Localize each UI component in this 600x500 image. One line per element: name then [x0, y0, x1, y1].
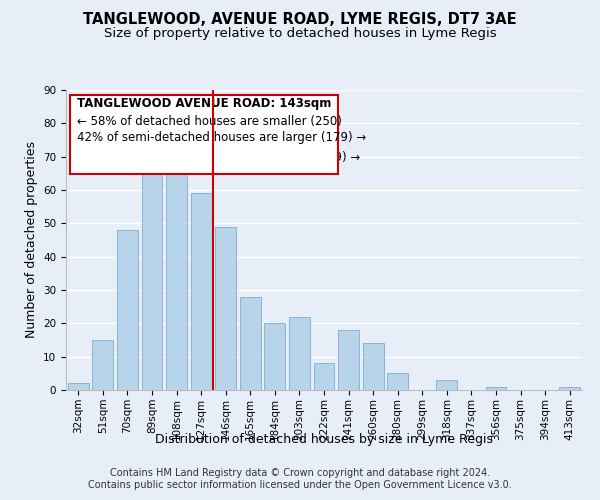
- Bar: [265, 324, 286, 390]
- Bar: [362, 344, 383, 390]
- Text: TANGLEWOOD AVENUE ROAD: 143sqm: TANGLEWOOD AVENUE ROAD: 143sqm: [77, 98, 332, 110]
- Text: TANGLEWOOD, AVENUE ROAD, LYME REGIS, DT7 3AE: TANGLEWOOD, AVENUE ROAD, LYME REGIS, DT7…: [83, 12, 517, 28]
- Bar: [68, 384, 89, 390]
- Bar: [240, 296, 261, 390]
- Text: Contains HM Land Registry data © Crown copyright and database right 2024.: Contains HM Land Registry data © Crown c…: [110, 468, 490, 477]
- Y-axis label: Number of detached properties: Number of detached properties: [25, 142, 38, 338]
- Bar: [485, 386, 506, 390]
- Text: TANGLEWOOD AVENUE ROAD: 143sqm: TANGLEWOOD AVENUE ROAD: 143sqm: [71, 96, 326, 109]
- Bar: [92, 340, 113, 390]
- Bar: [215, 226, 236, 390]
- Bar: [191, 194, 212, 390]
- Bar: [117, 230, 138, 390]
- Text: Distribution of detached houses by size in Lyme Regis: Distribution of detached houses by size …: [155, 432, 493, 446]
- Bar: [289, 316, 310, 390]
- Text: Contains public sector information licensed under the Open Government Licence v3: Contains public sector information licen…: [88, 480, 512, 490]
- Text: Size of property relative to detached houses in Lyme Regis: Size of property relative to detached ho…: [104, 28, 496, 40]
- Bar: [314, 364, 334, 390]
- Bar: [387, 374, 408, 390]
- Bar: [142, 170, 163, 390]
- Text: ← 58% of detached houses are smaller (250): ← 58% of detached houses are smaller (25…: [77, 114, 342, 128]
- Bar: [166, 146, 187, 390]
- Text: ← 58% of detached houses are smaller (250)
42% of semi-detached houses are large: ← 58% of detached houses are smaller (25…: [71, 134, 361, 164]
- FancyBboxPatch shape: [70, 94, 338, 174]
- Bar: [338, 330, 359, 390]
- Text: 42% of semi-detached houses are larger (179) →: 42% of semi-detached houses are larger (…: [77, 132, 367, 144]
- Bar: [559, 386, 580, 390]
- Bar: [436, 380, 457, 390]
